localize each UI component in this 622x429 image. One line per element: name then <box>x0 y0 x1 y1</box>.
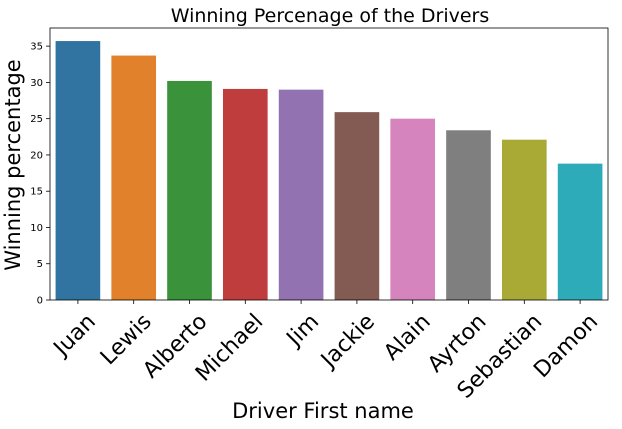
y-tick-label: 0 <box>37 296 43 307</box>
x-tick-label-jackie: Jackie <box>315 309 380 374</box>
y-axis-title: Winning percentage <box>1 59 25 270</box>
bar-alain <box>390 118 436 300</box>
bar-lewis <box>111 55 157 301</box>
plot-area-frame <box>49 27 609 301</box>
y-tick-label: 5 <box>37 259 43 270</box>
y-tick-label: 25 <box>30 114 43 125</box>
bars-group <box>55 41 603 301</box>
y-tick-label: 15 <box>30 187 43 198</box>
y-tick-label: 20 <box>30 150 43 161</box>
bar-alberto <box>167 80 212 300</box>
bar-ayrton <box>446 130 491 300</box>
y-tick-label: 10 <box>30 223 43 234</box>
y-axis-ticks: 0 5 10 15 20 25 30 35 <box>30 42 50 307</box>
bar-sebastian <box>501 139 547 300</box>
bar-damon <box>557 163 603 300</box>
chart-title: Winning Percenage of the Drivers <box>171 5 490 27</box>
bar-juan <box>55 41 101 301</box>
y-tick-label: 30 <box>30 78 43 89</box>
y-tick-label: 35 <box>30 42 43 53</box>
x-axis-title: Driver First name <box>232 399 414 423</box>
bar-jim <box>278 89 324 301</box>
bar-michael <box>222 88 268 301</box>
x-tick-label-jim: Jim <box>281 309 324 352</box>
bar-jackie <box>334 112 380 300</box>
x-tick-label-juan: Juan <box>48 309 101 362</box>
